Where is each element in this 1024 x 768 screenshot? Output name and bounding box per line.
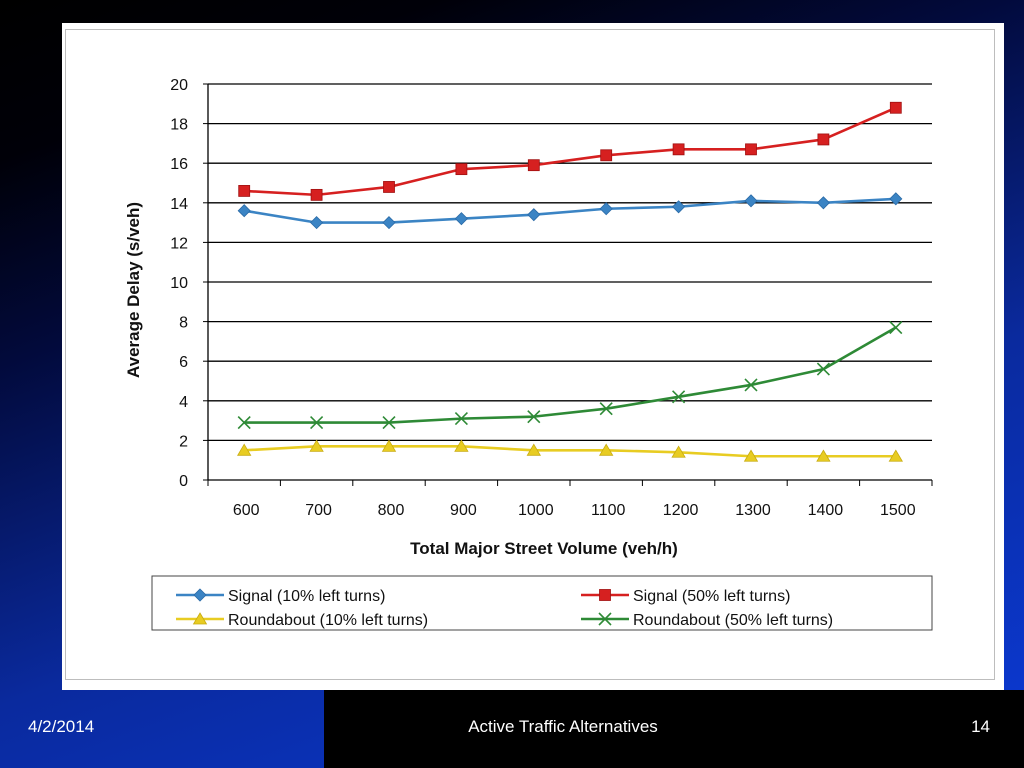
data-point-series-2 xyxy=(889,101,902,114)
legend-label-3: Roundabout (10% left turns) xyxy=(228,612,428,629)
legend: Signal (10% left turns) Signal (50% left … xyxy=(151,575,933,631)
data-point-series-1 xyxy=(527,208,541,222)
chart-image: 0 2 4 6 8 10 12 14 16 18 20 600 700 800 900 1000 1100 12… xyxy=(62,23,1004,690)
data-point-series-3 xyxy=(888,449,904,462)
data-point-series-4 xyxy=(382,416,396,430)
data-point-series-2 xyxy=(672,143,685,156)
data-point-series-3 xyxy=(671,445,686,458)
data-point-series-3 xyxy=(309,439,324,452)
y-tick-label: 18 xyxy=(170,117,188,134)
y-tick-label: 0 xyxy=(179,473,188,490)
footer-date: 4/2/2014 xyxy=(28,717,95,736)
line-chart: 0 2 4 6 8 10 12 14 16 18 20 600 700 800 900 1000 1100 12… xyxy=(124,77,933,631)
data-point-series-4 xyxy=(310,416,324,430)
x-tick-label: 900 xyxy=(450,502,477,519)
data-point-series-2 xyxy=(383,181,395,193)
series-line-1 xyxy=(243,197,896,224)
y-tick-label: 2 xyxy=(179,433,188,450)
y-axis-title: Average Delay (s/veh) xyxy=(124,202,143,378)
data-point-series-2 xyxy=(310,188,323,201)
data-point-series-2 xyxy=(238,185,251,197)
x-tick-label: 700 xyxy=(305,502,332,519)
x-tick-label: 1000 xyxy=(518,502,554,519)
data-point-series-3 xyxy=(526,443,542,456)
series-markers xyxy=(236,101,904,462)
x-tick-label: 800 xyxy=(378,502,405,519)
series-line-3 xyxy=(244,445,896,458)
x-tick-label: 600 xyxy=(233,502,260,519)
data-point-series-1 xyxy=(599,202,613,216)
data-point-series-1 xyxy=(237,204,251,218)
data-point-series-3 xyxy=(236,443,252,456)
x-tick-label: 1200 xyxy=(663,502,699,519)
axes xyxy=(203,83,933,486)
footer-band xyxy=(324,690,1024,768)
legend-label-2: Signal (50% left turns) xyxy=(633,588,790,605)
x-axis-title: Total Major Street Volume (veh/h) xyxy=(410,539,678,558)
chart-frame: 0 2 4 6 8 10 12 14 16 18 20 600 700 800 900 1000 1100 12… xyxy=(65,29,995,680)
data-point-series-4 xyxy=(744,378,758,392)
data-point-series-2 xyxy=(600,149,613,162)
data-point-series-4 xyxy=(599,402,613,416)
y-tick-label: 20 xyxy=(170,77,188,94)
y-tick-label: 6 xyxy=(179,354,188,371)
legend-marker-2 xyxy=(599,589,611,601)
data-point-series-1 xyxy=(672,200,686,214)
legend-box xyxy=(151,575,933,631)
series-lines xyxy=(243,106,897,458)
data-point-series-1 xyxy=(744,194,758,208)
x-tick-label: 1300 xyxy=(735,502,771,519)
data-point-series-3 xyxy=(743,449,759,462)
y-tick-label: 4 xyxy=(179,394,188,411)
data-point-series-3 xyxy=(598,443,614,456)
y-tick-label: 10 xyxy=(170,275,188,292)
data-point-series-1 xyxy=(382,216,396,230)
data-point-series-2 xyxy=(527,159,540,172)
x-tick-labels: 600 700 800 900 1000 1100 1200 1300 1400 1500 xyxy=(233,502,916,519)
legend-label-1: Signal (10% left turns) xyxy=(228,588,385,605)
footer-title: Active Traffic Alternatives xyxy=(468,717,658,736)
data-point-series-1 xyxy=(816,196,830,210)
data-point-series-4 xyxy=(672,390,686,404)
page-number: 14 xyxy=(971,717,990,736)
data-point-series-1 xyxy=(454,212,468,226)
y-tick-label: 16 xyxy=(170,156,188,173)
series-line-4 xyxy=(244,326,897,424)
data-point-series-2 xyxy=(455,163,468,176)
legend-marker-3 xyxy=(192,612,208,625)
data-point-series-2 xyxy=(817,133,830,146)
legend-marker-4 xyxy=(598,612,612,626)
y-tick-label: 14 xyxy=(170,196,188,213)
data-point-series-2 xyxy=(745,143,757,156)
x-tick-label: 1500 xyxy=(880,502,916,519)
y-tick-label: 12 xyxy=(170,235,188,252)
series-line-2 xyxy=(244,106,897,197)
x-tick-label: 1400 xyxy=(808,502,844,519)
x-tick-label: 1100 xyxy=(591,502,626,519)
legend-label-4: Roundabout (50% left turns) xyxy=(633,612,833,629)
y-tick-label: 8 xyxy=(179,315,188,332)
data-point-series-3 xyxy=(381,439,397,452)
data-point-series-4 xyxy=(527,410,541,424)
data-point-series-1 xyxy=(889,192,903,206)
data-point-series-4 xyxy=(816,362,830,376)
data-point-series-3 xyxy=(816,449,831,462)
data-point-series-4 xyxy=(454,412,468,426)
data-point-series-3 xyxy=(454,439,469,452)
legend-marker-1 xyxy=(193,588,207,602)
data-point-series-1 xyxy=(310,216,324,230)
data-point-series-4 xyxy=(889,320,903,335)
y-tick-labels: 0 2 4 6 8 10 12 14 16 18 20 xyxy=(170,77,188,490)
data-point-series-4 xyxy=(237,416,251,430)
